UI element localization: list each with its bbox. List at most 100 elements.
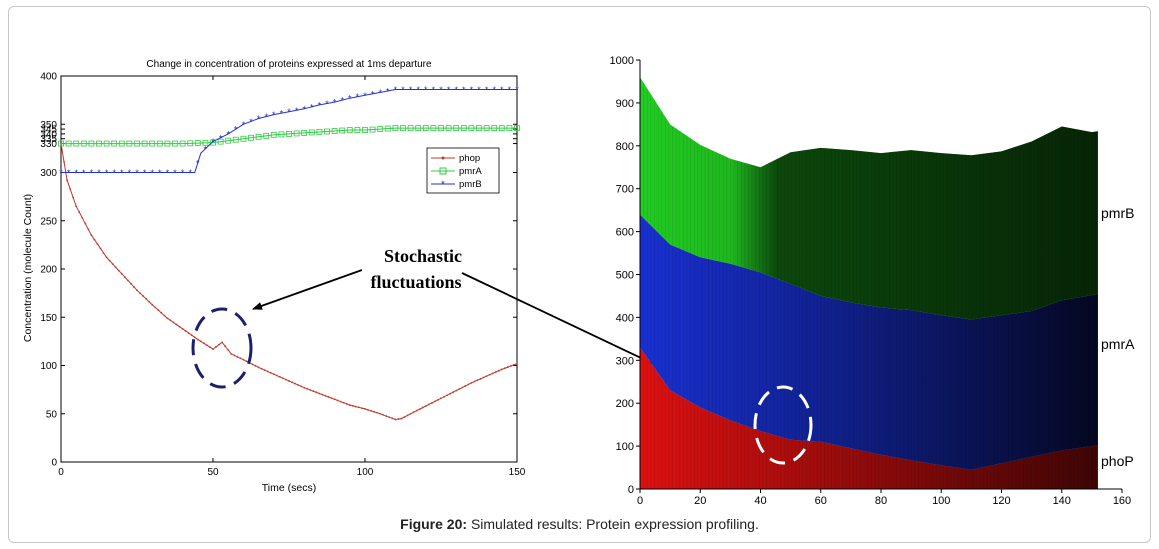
point-phop — [136, 289, 138, 292]
right-x-tick-label: 20 — [694, 495, 706, 507]
point-phop — [272, 373, 275, 376]
area-shade-pmrA — [640, 214, 1098, 470]
point-pmrB: * — [378, 88, 382, 98]
point-phop — [312, 390, 315, 393]
point-phop — [93, 238, 96, 241]
left-y-tick-label: 0 — [51, 458, 57, 469]
point-pmrB: * — [242, 120, 246, 130]
legend-label-phop: phop — [459, 153, 480, 164]
point-pmrB: * — [112, 168, 116, 178]
point-pmrA — [187, 140, 194, 147]
point-phop — [385, 415, 388, 417]
left-x-tick-label: 100 — [357, 467, 374, 478]
point-pmrB: * — [424, 85, 428, 95]
point-phop — [364, 408, 366, 410]
point-pmrA — [225, 137, 232, 144]
point-phop — [491, 372, 494, 375]
point-pmrA — [460, 125, 467, 132]
fluctuation-highlight-left — [191, 307, 253, 389]
point-phop — [236, 355, 239, 358]
point-pmrB: * — [477, 85, 481, 95]
point-phop — [84, 222, 87, 225]
right-y-tick-label: 400 — [616, 312, 634, 324]
point-phop — [482, 376, 485, 379]
point-phop — [506, 366, 509, 368]
point-pmrB: * — [394, 85, 398, 95]
left-y-tick-label: 250 — [40, 216, 57, 227]
point-pmrA — [126, 140, 133, 147]
point-pmrA — [331, 128, 338, 134]
point-pmrA — [149, 140, 156, 147]
point-pmrB: * — [264, 112, 268, 122]
point-phop — [278, 375, 281, 378]
right-x-tick-label: 0 — [637, 495, 643, 507]
point-pmrA — [217, 138, 224, 145]
right-y-tick-label: 500 — [616, 270, 634, 282]
point-pmrB: * — [340, 96, 344, 106]
point-phop — [516, 362, 518, 365]
point-pmrB: * — [105, 168, 109, 178]
point-pmrB: * — [181, 168, 185, 178]
point-pmrB: * — [356, 92, 360, 102]
point-pmrB: * — [150, 168, 154, 178]
point-pmrA — [255, 133, 262, 140]
point-phop — [133, 286, 135, 288]
point-pmrA — [445, 125, 452, 132]
point-phop — [473, 380, 476, 383]
point-phop — [464, 385, 467, 387]
point-phop — [199, 340, 202, 343]
line-pmrA — [61, 127, 517, 145]
legend-marker-phop — [441, 156, 445, 160]
legend-marker-pmrb: * — [441, 180, 445, 191]
point-phop — [239, 357, 242, 360]
point-pmrB: * — [135, 168, 139, 178]
point-pmrB: * — [401, 85, 405, 95]
area-shade-pmrB — [640, 77, 1098, 320]
point-phop — [424, 405, 427, 407]
point-phop — [397, 418, 400, 420]
point-phop — [172, 321, 175, 324]
point-phop — [503, 367, 506, 370]
left-y-tick-label: 340 — [40, 129, 57, 140]
line-pmrB — [61, 89, 517, 173]
point-pmrA — [308, 129, 315, 136]
left-y-tick-label: 100 — [40, 361, 57, 372]
point-phop — [427, 403, 430, 406]
right-y-tick-label: 200 — [616, 398, 634, 410]
right-y-tick-label: 900 — [616, 98, 634, 110]
point-pmrA — [73, 140, 80, 147]
point-pmrB: * — [90, 168, 94, 178]
point-pmrA — [400, 125, 406, 132]
left-y-tick-label: 400 — [40, 72, 57, 83]
point-phop — [510, 364, 512, 367]
point-phop — [212, 348, 214, 350]
point-pmrB: * — [508, 85, 512, 95]
annotation-line2: fluctuations — [370, 272, 461, 292]
right-x-tick-label: 80 — [875, 495, 887, 507]
point-phop — [485, 375, 488, 378]
point-pmrA — [194, 140, 201, 146]
point-pmrA — [468, 125, 475, 132]
legend-label-pmrb: pmrB — [459, 179, 482, 190]
point-pmrA — [377, 126, 384, 132]
point-phop — [443, 395, 445, 398]
point-pmrA — [96, 140, 102, 147]
point-phop — [190, 334, 193, 337]
point-phop — [111, 263, 114, 265]
point-phop — [412, 411, 415, 414]
point-phop — [163, 314, 166, 317]
legend-label-pmra: pmrA — [459, 166, 482, 177]
caption-label: Figure 20: — [400, 516, 468, 532]
figure-caption: Figure 20: Simulated results: Protein ex… — [0, 516, 1159, 532]
point-pmrA — [88, 140, 95, 147]
point-pmrB: * — [59, 168, 63, 178]
legend-marker-pmra — [439, 167, 447, 175]
point-phop — [254, 364, 257, 367]
left-series: * * * * * * * * * * * * * * * * * **** * * * * * * * * * * * * * * * * * * *… — [58, 85, 520, 421]
point-phop — [145, 298, 148, 300]
point-phop — [367, 408, 369, 411]
point-phop — [108, 259, 111, 262]
point-pmrB: * — [196, 158, 200, 168]
point-phop — [233, 354, 236, 357]
